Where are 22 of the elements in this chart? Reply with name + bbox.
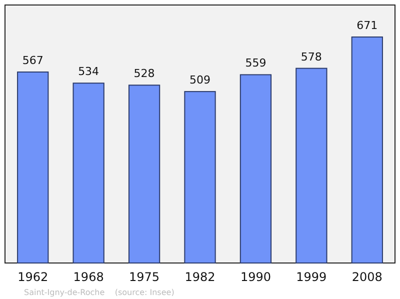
bar	[72, 82, 104, 264]
x-tick-label: 1962	[18, 270, 48, 284]
data-label: 567	[22, 54, 44, 68]
data-label: 534	[78, 65, 100, 78]
bar	[351, 36, 383, 264]
bar	[240, 74, 272, 264]
x-tick-label: 1982	[184, 270, 216, 284]
x-tick-label: 2008	[352, 270, 382, 284]
data-label: 528	[134, 67, 155, 80]
bar	[296, 68, 328, 264]
x-tick-label: 1975	[129, 270, 160, 284]
x-tick-label: 1968	[73, 270, 104, 284]
bar	[184, 91, 216, 264]
data-label: 671	[356, 18, 378, 32]
x-tick-label: 1999	[296, 270, 327, 284]
x-tick-label: 1990	[240, 270, 271, 284]
data-label: 559	[245, 56, 266, 70]
bar	[17, 72, 49, 264]
data-label: 509	[190, 74, 210, 87]
bar	[128, 84, 160, 264]
text: Saint-Igny-de-Roche (source: Insee)	[24, 288, 174, 297]
data-label: 578	[300, 50, 322, 64]
